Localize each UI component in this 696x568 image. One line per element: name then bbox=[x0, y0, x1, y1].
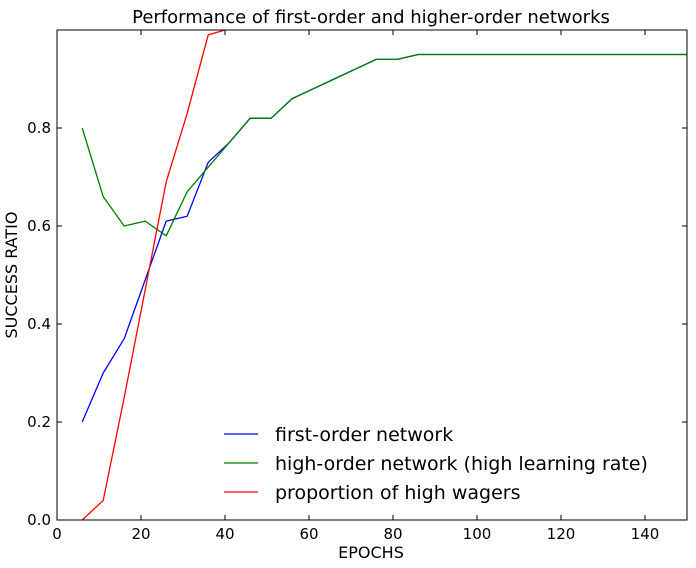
x-tick-label: 0 bbox=[52, 525, 62, 543]
x-tick-label: 80 bbox=[383, 525, 402, 543]
series-line-2 bbox=[81, 30, 226, 520]
y-tick-label: 0.2 bbox=[27, 413, 51, 431]
y-tick-label: 0.6 bbox=[27, 217, 51, 235]
legend-label: high-order network (high learning rate) bbox=[275, 453, 648, 475]
x-tick-label: 120 bbox=[547, 525, 576, 543]
x-tick-label: 140 bbox=[631, 525, 660, 543]
series-line-1 bbox=[81, 53, 687, 237]
y-axis-label: SUCCESS RATIO bbox=[2, 212, 21, 339]
legend-label: first-order network bbox=[275, 424, 453, 446]
x-tick-label: 100 bbox=[463, 525, 492, 543]
x-tick-label: 60 bbox=[299, 525, 318, 543]
x-axis-label: EPOCHS bbox=[338, 543, 404, 562]
y-tick-label: 0.4 bbox=[27, 315, 51, 333]
plot-frame bbox=[56, 29, 688, 521]
x-tick-label: 40 bbox=[215, 525, 234, 543]
y-tick-label: 0.0 bbox=[27, 511, 51, 529]
chart-title: Performance of first-order and higher-or… bbox=[132, 7, 610, 28]
legend-label: proportion of high wagers bbox=[275, 482, 520, 504]
legend: first-order network high-order network (h… bbox=[224, 424, 648, 504]
y-tick-label: 0.8 bbox=[27, 119, 51, 137]
x-tick-label: 20 bbox=[131, 525, 150, 543]
plot-area bbox=[57, 30, 687, 520]
